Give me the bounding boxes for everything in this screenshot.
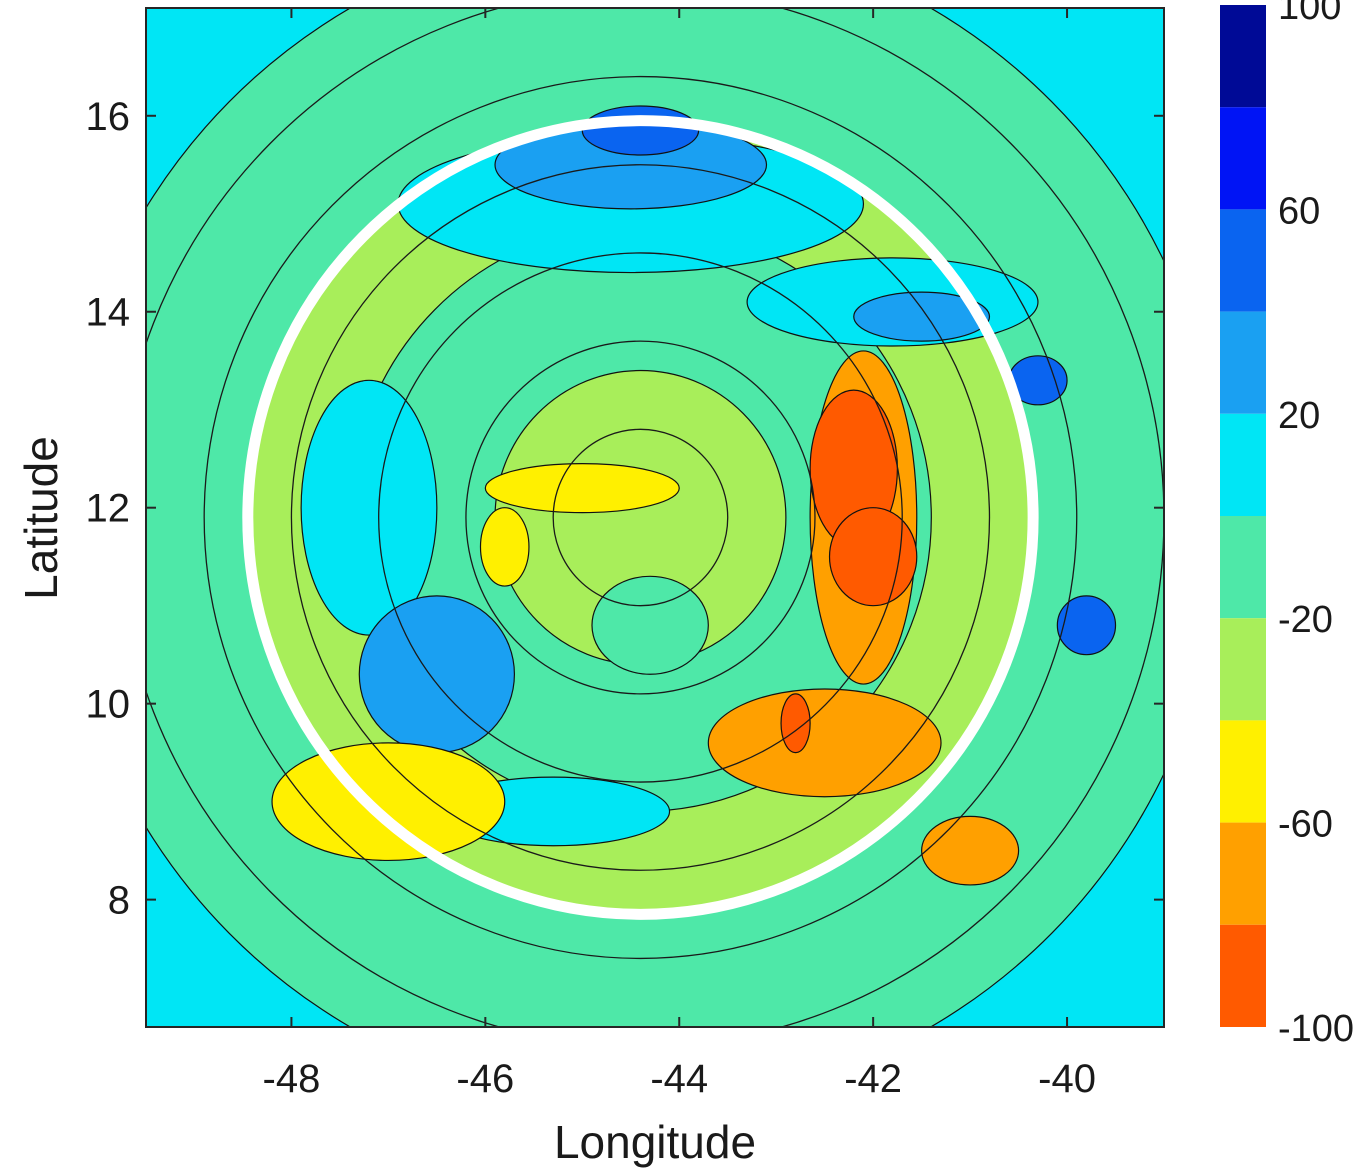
contour-region-14 <box>1056 595 1117 656</box>
colorbar-labels: 100 60 20 -20 -60 -100 <box>1278 0 1354 1050</box>
concentric-ring-0 <box>552 428 729 607</box>
colorbar-segment-5 <box>1220 516 1266 619</box>
contour-region-4 <box>591 575 709 675</box>
concentric-ring-4 <box>203 75 1078 960</box>
plot-frame <box>145 7 1165 1028</box>
colorbar-tick-label: -20 <box>1278 599 1333 641</box>
colorbar-segment-4 <box>1220 413 1266 516</box>
plot-area <box>146 8 1164 1027</box>
y-tick-label: 14 <box>86 291 131 335</box>
colorbar-segment-8 <box>1220 822 1266 925</box>
colorbar-segment-3 <box>1220 311 1266 414</box>
colorbar-segment-2 <box>1220 209 1266 312</box>
contour-region-23 <box>921 815 1020 886</box>
highlight-ring <box>242 115 1039 920</box>
x-axis-title: Longitude <box>554 1116 756 1168</box>
y-axis-title: Latitude <box>15 436 67 600</box>
highlight-ring-layer <box>242 115 1039 920</box>
colorbar-tick-label: 20 <box>1278 395 1320 437</box>
contour-region-21 <box>479 507 530 587</box>
concentric-ring-2 <box>378 252 903 783</box>
contour-region-9 <box>853 291 991 342</box>
x-tick-label: -46 <box>456 1057 514 1101</box>
contour-region-22 <box>271 742 506 862</box>
contour-region-7 <box>581 105 700 156</box>
contour-region-12 <box>358 595 516 754</box>
contour-region-19 <box>780 693 811 754</box>
concentric-rings <box>146 8 1164 1027</box>
colorbar-segment-6 <box>1220 618 1266 721</box>
colorbar-segment-0 <box>1220 5 1266 108</box>
colorbar-segment-1 <box>1220 107 1266 210</box>
y-tick-label: 12 <box>86 487 131 531</box>
contour-region-20 <box>484 463 680 514</box>
y-tick-label: 16 <box>86 95 131 139</box>
contour-region-11 <box>300 379 438 636</box>
colorbar-tick-label: 100 <box>1278 0 1341 28</box>
y-tick-label: 8 <box>108 879 130 923</box>
concentric-ring-1 <box>465 340 816 695</box>
y-axis: 8 10 12 14 16 <box>86 95 1164 923</box>
concentric-ring-3 <box>290 164 991 871</box>
colorbar-tick-label: -60 <box>1278 804 1333 846</box>
contour-region-16 <box>707 688 942 798</box>
x-tick-label: -40 <box>1038 1057 1096 1101</box>
x-tick-label: -42 <box>844 1057 902 1101</box>
y-tick-label: 10 <box>86 683 131 727</box>
x-tick-label: -44 <box>650 1057 708 1101</box>
x-tick-label: -48 <box>263 1057 321 1101</box>
colorbar-tick-label: -100 <box>1278 1008 1354 1050</box>
colorbar-tick-label: 60 <box>1278 190 1320 232</box>
contour-regions <box>146 8 1164 1027</box>
x-axis: -48 -46 -44 -42 -40 <box>263 8 1096 1101</box>
colorbar-segment-9 <box>1220 924 1266 1027</box>
contour-region-18 <box>828 507 918 607</box>
colorbar <box>1220 5 1266 1027</box>
colorbar-segment-7 <box>1220 720 1266 823</box>
